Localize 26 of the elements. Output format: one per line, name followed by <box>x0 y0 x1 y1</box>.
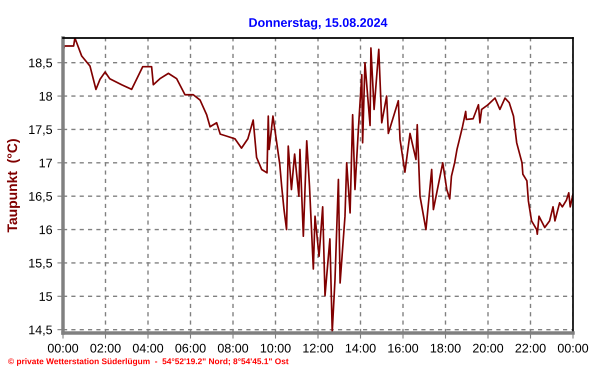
x-tick-label: 16:00 <box>388 344 418 353</box>
y-tick-label: 16,5 <box>29 192 52 202</box>
y-axis-title: Taupunkt (°C) <box>6 139 20 232</box>
y-tick-label: 15,5 <box>29 258 52 270</box>
x-tick-label: 14:00 <box>346 344 376 353</box>
x-tick-label: 08:00 <box>218 344 248 353</box>
x-tick-label: 06:00 <box>175 344 206 353</box>
y-tick-label: 15 <box>40 292 52 301</box>
x-tick-label: 00:00 <box>48 344 78 353</box>
y-tick-label: 17 <box>40 158 52 168</box>
y-tick-label: 14,5 <box>29 326 52 336</box>
line-series <box>63 38 573 332</box>
y-tick-label: 16 <box>40 225 52 234</box>
x-tick-label: 20:00 <box>472 344 504 353</box>
x-tick-label: 18:00 <box>430 344 461 353</box>
text: © private Wetterstation Süderlügum - 54°52'19.2" Nord; 8°54'45.1" Ost <box>8 358 289 366</box>
x-tick-label: 22:00 <box>515 344 546 353</box>
x-tick-label: 02:00 <box>90 344 121 353</box>
x-tick-label: 00:00 <box>558 344 588 353</box>
x-tick-label: 04:00 <box>132 344 164 353</box>
y-tick-label: 17,5 <box>29 125 52 136</box>
y-tick-label: 18 <box>40 92 52 101</box>
chart-title: Donnerstag, 15.08.2024 <box>249 18 388 30</box>
x-tick-label: 12:00 <box>303 344 334 353</box>
x-tick-label: 10:00 <box>260 344 291 353</box>
y-tick-label: 18,5 <box>29 58 52 69</box>
